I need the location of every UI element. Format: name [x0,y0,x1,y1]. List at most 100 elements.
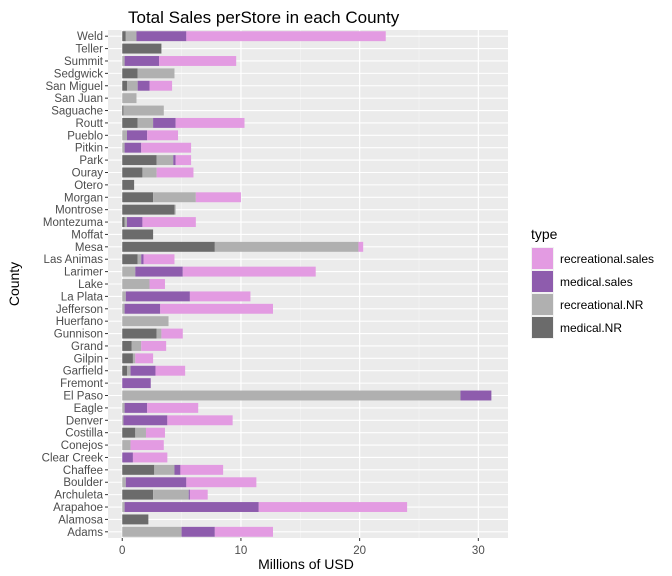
bar-segment [149,279,165,289]
bar-segment [125,477,187,488]
y-axis: AdamsAlamosaArapahoeArchuletaBoulderChaf… [42,31,108,539]
bar-segment [130,365,156,376]
bar-segment [122,80,127,91]
bar-segment [153,192,196,203]
y-tick-label: Boulder [63,477,103,489]
bar-segment [123,415,168,426]
y-tick-label: Saguache [51,106,103,118]
bar-segment [147,402,199,413]
bar-segment [126,217,143,228]
bar-segment [174,204,176,215]
y-tick-label: Denver [66,415,103,427]
bar-segment [122,254,138,265]
bar-segment [122,266,136,277]
legend-label: recreational.sales [560,252,654,266]
y-tick-label: San Juan [54,93,103,105]
bar-segment [122,477,126,488]
bar-segment [135,353,154,364]
bar-segment [161,328,183,339]
y-tick-label: Conejos [61,440,103,452]
bar-segment [189,291,251,302]
bar-segment [122,204,175,215]
bar-segment [124,142,142,153]
y-axis-label: County [6,262,22,306]
bar-segment [186,477,257,488]
bar-segment [126,80,138,91]
bar-segment [126,365,131,376]
bar-segment [122,502,125,512]
bar-segment [147,130,179,141]
bar-segment [141,254,144,265]
y-tick-label: Pueblo [67,130,103,142]
x-tick-label: 0 [119,545,125,557]
y-tick-label: Gunnison [54,329,103,341]
y-tick-label: Summit [64,56,104,68]
bar-segment [122,464,155,475]
legend-label: medical.NR [560,321,622,335]
bar-segment [122,68,138,79]
bar-segment [122,56,125,66]
y-tick-label: San Miguel [45,81,103,93]
x-tick-label: 30 [472,545,485,557]
bar-segment [122,452,133,463]
bar-segment [149,80,173,91]
bar-segment [358,241,364,252]
legend-label: recreational.NR [560,298,644,312]
bar-segment [122,353,133,364]
y-tick-label: Teller [76,44,104,56]
bar-segment [122,291,126,302]
bar-segment [142,167,157,178]
legend-swatch [532,317,553,338]
bar-segment [122,402,125,413]
bar-segment [180,464,224,475]
y-tick-label: Adams [67,527,103,539]
bar-segment [186,31,386,42]
legend-swatch [532,271,553,292]
bar-segment [137,117,154,128]
bar-segment [124,217,127,228]
legend-title: type [531,226,558,242]
bar-segment [125,291,190,302]
bar-segment [173,155,176,166]
x-axis: 0 10 20 30 [119,538,485,557]
bar-segment [137,254,142,265]
bar-segment [122,489,154,500]
y-tick-label: Garfield [63,366,103,378]
bar-segment [122,155,157,166]
x-tick-label: 20 [353,545,366,557]
bar-segment [122,241,215,252]
x-axis-label: Millions of USD [258,556,354,572]
bar-segment [156,155,174,166]
bar-segment [122,279,150,289]
bar-segment [122,167,143,178]
bar-segment [460,390,492,401]
legend-swatch [532,248,553,269]
bar-segment [154,464,175,475]
y-tick-label: Pitkin [75,143,103,155]
bar-segment [122,229,154,240]
legend: type recreational.sales medical.sales recr… [531,226,654,339]
x-tick-label: 10 [235,545,248,557]
bar-segment [132,353,136,364]
bar-segment [122,117,138,128]
bar-segment [122,105,124,116]
bar-segment [122,31,126,42]
bar-segment [160,303,273,314]
bar-segment [182,266,316,277]
bar-segment [122,440,131,451]
bar-segment [143,254,175,265]
bar-segment [122,328,157,339]
y-tick-label: Otero [74,180,103,192]
bar-segment [189,489,208,500]
bar-segment [122,179,135,190]
bar-segment [122,365,127,376]
y-tick-label: Grand [71,341,103,353]
y-tick-label: La Plata [61,291,104,303]
legend-label: medical.sales [560,275,633,289]
y-tick-label: Archuleta [54,490,103,502]
y-tick-label: Las Animas [44,254,104,266]
bar-segment [122,142,125,153]
bar-segment [214,526,273,537]
y-tick-label: Ouray [72,167,104,179]
